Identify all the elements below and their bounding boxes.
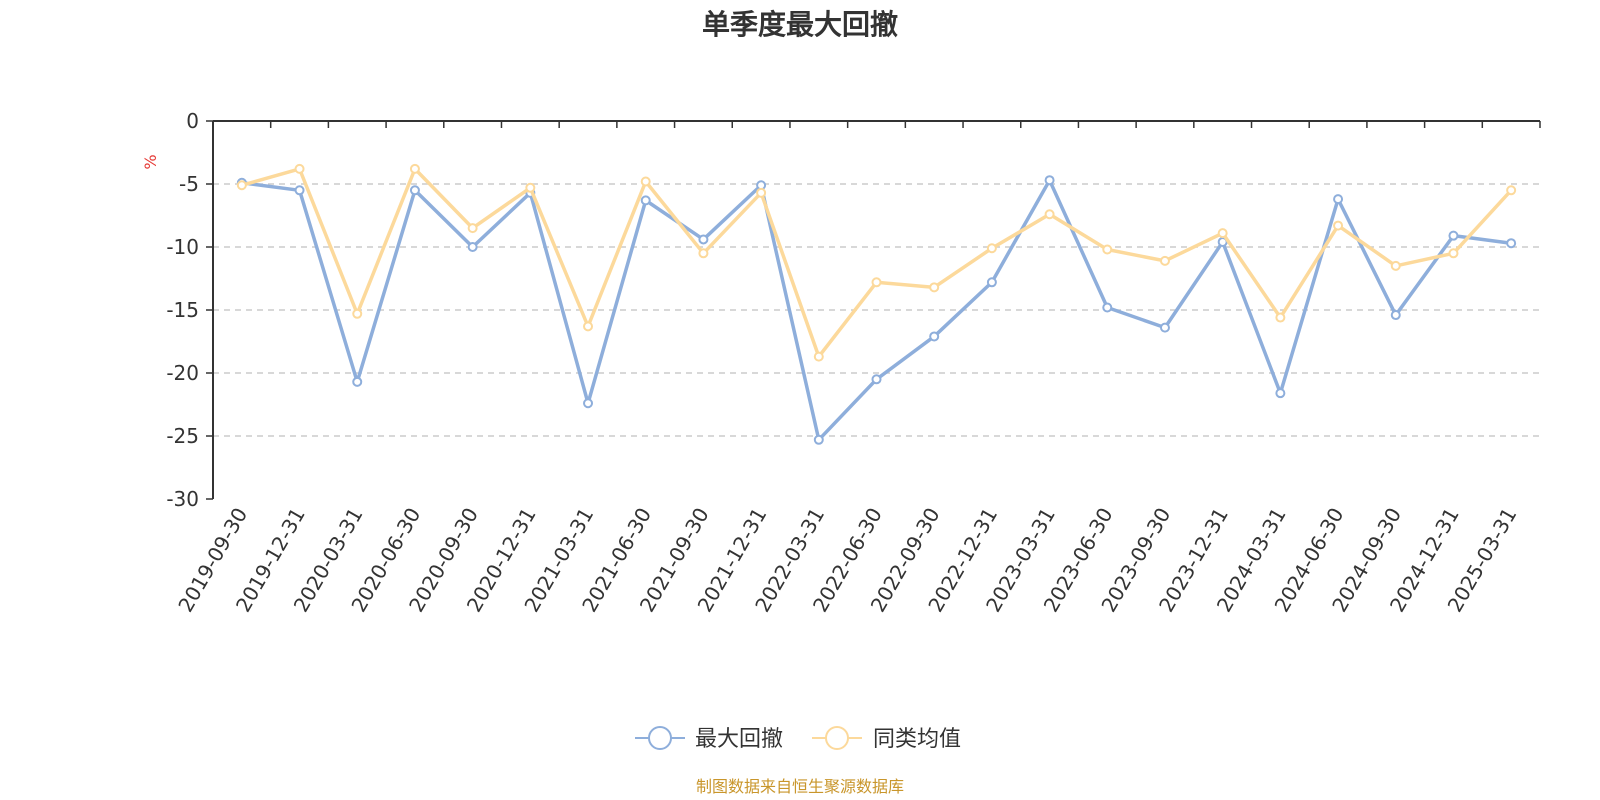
series-group xyxy=(236,163,1517,445)
data-point[interactable] xyxy=(1044,209,1055,220)
data-point[interactable] xyxy=(640,176,651,187)
data-point[interactable] xyxy=(1102,244,1113,255)
y-tick-label: -5 xyxy=(179,172,199,196)
data-point[interactable] xyxy=(640,195,651,206)
data-point[interactable] xyxy=(813,434,824,445)
data-point[interactable] xyxy=(986,243,997,254)
data-point[interactable] xyxy=(1448,230,1459,241)
chart-title: 单季度最大回撤 xyxy=(702,8,898,41)
data-point[interactable] xyxy=(1448,248,1459,259)
grid-lines xyxy=(213,183,1540,437)
data-point[interactable] xyxy=(409,163,420,174)
data-point[interactable] xyxy=(1102,302,1113,313)
data-point[interactable] xyxy=(756,187,767,198)
y-tick-label: 0 xyxy=(186,109,199,133)
axes: 0-5-10-15-20-25-302019-09-302019-12-3120… xyxy=(166,109,1541,616)
data-point[interactable] xyxy=(1390,310,1401,321)
data-point[interactable] xyxy=(1159,255,1170,266)
data-point[interactable] xyxy=(1333,220,1344,231)
data-point[interactable] xyxy=(1506,238,1517,249)
data-point[interactable] xyxy=(1159,322,1170,333)
data-point[interactable] xyxy=(871,277,882,288)
legend-marker xyxy=(825,726,849,750)
data-point[interactable] xyxy=(986,277,997,288)
data-point[interactable] xyxy=(409,185,420,196)
data-point[interactable] xyxy=(352,376,363,387)
data-point[interactable] xyxy=(698,234,709,245)
data-point[interactable] xyxy=(929,282,940,293)
legend: 最大回撤 同类均值 xyxy=(635,726,961,752)
data-point[interactable] xyxy=(1275,388,1286,399)
data-point[interactable] xyxy=(929,331,940,342)
legend-marker xyxy=(648,726,672,750)
data-point[interactable] xyxy=(467,223,478,234)
data-point[interactable] xyxy=(1333,194,1344,205)
data-point[interactable] xyxy=(294,185,305,196)
data-point[interactable] xyxy=(583,398,594,409)
data-point[interactable] xyxy=(1506,185,1517,196)
data-point[interactable] xyxy=(352,308,363,319)
data-point[interactable] xyxy=(467,242,478,252)
data-point[interactable] xyxy=(813,351,824,362)
y-tick-label: -10 xyxy=(166,235,199,259)
data-point[interactable] xyxy=(1217,228,1228,239)
data-point[interactable] xyxy=(525,182,536,193)
legend-item-2[interactable]: 同类均值 xyxy=(812,726,961,752)
data-point[interactable] xyxy=(1390,260,1401,271)
data-point[interactable] xyxy=(871,374,882,385)
y-tick-label: -25 xyxy=(166,424,199,448)
data-point[interactable] xyxy=(236,180,247,191)
data-point[interactable] xyxy=(1275,312,1286,323)
y-tick-label: -20 xyxy=(166,361,199,385)
data-point[interactable] xyxy=(1044,175,1055,186)
data-point[interactable] xyxy=(294,163,305,174)
data-point[interactable] xyxy=(698,248,709,259)
data-point[interactable] xyxy=(583,321,594,332)
series-2 xyxy=(236,163,1517,362)
legend-item-1[interactable]: 最大回撤 xyxy=(635,726,783,752)
y-axis-unit: % xyxy=(141,154,160,169)
y-tick-label: -15 xyxy=(166,298,199,322)
legend-label: 最大回撤 xyxy=(695,727,783,752)
y-tick-label: -30 xyxy=(166,487,199,511)
legend-label: 同类均值 xyxy=(873,727,961,752)
source-note: 制图数据来自恒生聚源数据库 xyxy=(696,777,904,796)
